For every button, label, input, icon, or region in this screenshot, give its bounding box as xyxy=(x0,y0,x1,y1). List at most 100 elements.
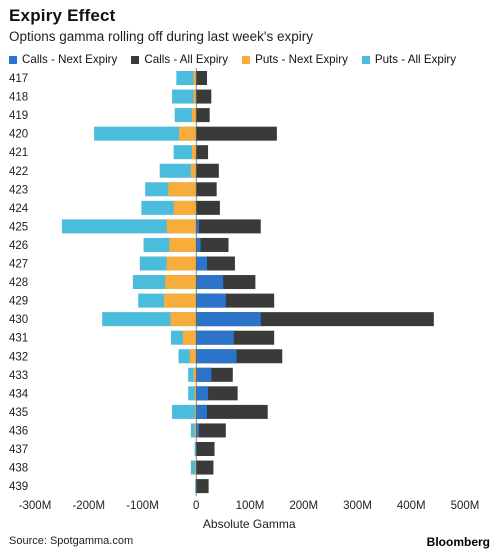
y-tick-label-417: 417 xyxy=(9,73,28,85)
bar-puts-all-422 xyxy=(159,163,197,178)
legend-swatch-calls-all xyxy=(131,55,140,64)
y-tick-label-418: 418 xyxy=(9,92,28,104)
y-tick-label-434: 434 xyxy=(9,388,29,400)
bar-calls-all-419 xyxy=(196,108,210,123)
bar-calls-all-417 xyxy=(196,71,207,85)
y-tick-label-438: 438 xyxy=(9,463,28,475)
bar-puts-next-432 xyxy=(189,349,197,364)
bar-puts-next-426 xyxy=(169,237,197,252)
y-tick-label-423: 423 xyxy=(9,184,28,196)
x-tick-label--200m: -200M xyxy=(72,500,105,512)
y-tick-label-431: 431 xyxy=(9,333,28,345)
bar-calls-next-431 xyxy=(196,330,234,345)
bloomberg-logo: Bloomberg xyxy=(426,535,490,549)
bar-puts-all-437 xyxy=(194,442,197,456)
bar-puts-all-420 xyxy=(94,126,197,141)
y-tick-label-429: 429 xyxy=(9,296,28,308)
bar-puts-next-429 xyxy=(164,293,197,308)
bar-calls-all-424 xyxy=(196,200,220,215)
bar-puts-all-417 xyxy=(176,71,197,85)
bar-calls-next-436 xyxy=(196,423,199,438)
x-tick-label-400m: 400M xyxy=(397,500,426,512)
bar-calls-next-434 xyxy=(196,386,209,401)
y-tick-label-420: 420 xyxy=(9,129,28,141)
legend-label-calls-next: Calls - Next Expiry xyxy=(22,53,118,66)
bar-puts-all-435 xyxy=(172,404,197,419)
bar-puts-all-436 xyxy=(190,423,197,438)
bar-puts-next-418 xyxy=(193,89,197,104)
bar-puts-all-419 xyxy=(174,108,197,123)
legend-label-puts-all: Puts - All Expiry xyxy=(374,53,457,66)
bar-puts-all-438 xyxy=(190,460,197,475)
legend-swatch-calls-next xyxy=(9,55,17,64)
bar-puts-next-424 xyxy=(173,200,197,215)
y-tick-label-439: 439 xyxy=(9,481,28,493)
bar-puts-all-433 xyxy=(188,367,197,382)
bar-puts-next-419 xyxy=(191,108,197,123)
bar-puts-next-438 xyxy=(195,460,197,475)
bar-puts-all-425 xyxy=(61,219,197,234)
bar-calls-all-418 xyxy=(196,89,212,104)
y-tick-label-432: 432 xyxy=(9,351,28,363)
x-tick-label--100m: -100M xyxy=(126,500,159,512)
chart-title: Expiry Effect xyxy=(9,6,116,25)
bar-calls-next-427 xyxy=(196,256,207,271)
bar-calls-next-429 xyxy=(196,293,226,308)
legend-label-calls-all: Calls - All Expiry xyxy=(144,53,229,66)
bar-calls-all-425 xyxy=(196,219,261,234)
source-note: Source: Spotgamma.com xyxy=(9,535,134,547)
bar-puts-all-421 xyxy=(173,145,197,160)
legend-item-calls-all: Calls - All Expiry xyxy=(131,53,228,66)
x-axis-label: Absolute Gamma xyxy=(203,517,296,531)
legend-item-calls-next: Calls - Next Expiry xyxy=(9,53,117,66)
y-tick-label-430: 430 xyxy=(9,314,28,326)
legend-label-puts-next: Puts - Next Expiry xyxy=(255,53,348,66)
bar-calls-all-421 xyxy=(196,145,209,160)
bar-calls-all-426 xyxy=(196,237,229,252)
y-tick-label-435: 435 xyxy=(9,407,28,419)
y-tick-label-419: 419 xyxy=(9,110,28,122)
x-tick-label--300m: -300M xyxy=(19,500,52,512)
legend-item-puts-next: Puts - Next Expiry xyxy=(242,53,348,66)
y-tick-label-422: 422 xyxy=(9,166,28,178)
bar-puts-next-417 xyxy=(193,71,197,85)
y-tick-label-428: 428 xyxy=(9,277,28,289)
legend-swatch-puts-all xyxy=(361,55,370,64)
x-tick-label-200m: 200M xyxy=(289,500,318,512)
bar-puts-next-427 xyxy=(166,256,197,271)
y-tick-label-425: 425 xyxy=(9,221,28,233)
bar-calls-all-436 xyxy=(196,423,226,438)
bar-puts-next-430 xyxy=(170,312,197,327)
y-tick-label-436: 436 xyxy=(9,425,28,437)
x-tick-label-500m: 500M xyxy=(451,500,480,512)
y-tick-label-437: 437 xyxy=(9,444,28,456)
bar-calls-next-428 xyxy=(196,275,224,290)
chart-subtitle: Options gamma rolling off during last we… xyxy=(9,29,313,44)
bar-calls-next-430 xyxy=(196,312,261,327)
y-tick-label-427: 427 xyxy=(9,259,28,271)
bar-puts-next-420 xyxy=(179,126,197,141)
bar-calls-next-426 xyxy=(196,237,201,252)
bar-puts-next-434 xyxy=(194,386,197,401)
bar-puts-next-421 xyxy=(191,145,197,160)
bar-calls-all-435 xyxy=(196,404,268,419)
y-tick-label-426: 426 xyxy=(9,240,28,252)
legend-item-puts-all: Puts - All Expiry xyxy=(361,53,457,66)
bar-puts-next-436 xyxy=(194,423,197,438)
bar-calls-all-420 xyxy=(196,126,277,141)
bar-puts-all-418 xyxy=(172,89,197,104)
bar-calls-all-438 xyxy=(196,460,214,475)
bar-calls-all-423 xyxy=(196,182,217,197)
x-tick-label-0: 0 xyxy=(193,500,199,512)
bar-puts-next-428 xyxy=(165,275,197,290)
bar-puts-next-431 xyxy=(182,330,197,345)
bar-puts-next-433 xyxy=(193,367,197,382)
bar-calls-next-435 xyxy=(196,404,207,419)
bar-puts-next-422 xyxy=(190,163,197,178)
bar-calls-all-439 xyxy=(196,479,209,494)
bar-puts-all-434 xyxy=(188,386,197,401)
y-tick-label-424: 424 xyxy=(9,203,29,215)
bar-calls-next-433 xyxy=(196,367,212,382)
bar-puts-next-423 xyxy=(168,182,197,197)
